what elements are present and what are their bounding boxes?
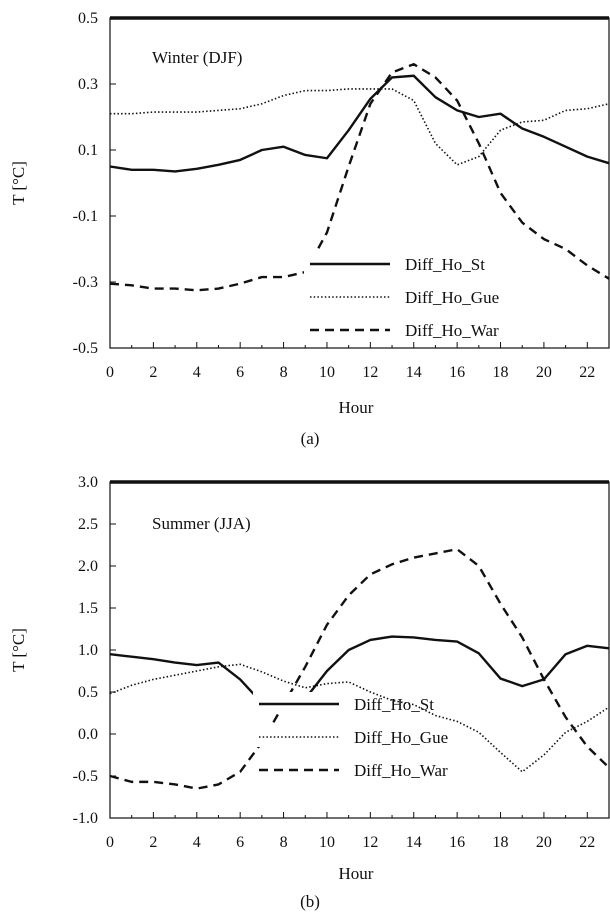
y-tick-label: -0.1 bbox=[73, 208, 98, 225]
legend-swatch-bg bbox=[253, 725, 347, 747]
y-tick-label: 2.0 bbox=[78, 558, 98, 575]
x-tick-label: 20 bbox=[536, 834, 552, 851]
series-line-diff-ho-gue bbox=[110, 88, 610, 166]
x-axis-label: Hour bbox=[339, 398, 374, 417]
legend-label: Diff_Ho_War bbox=[354, 761, 448, 780]
y-tick-label: -1.0 bbox=[73, 810, 98, 827]
x-tick-label: 16 bbox=[449, 834, 465, 851]
winter-chart-panel: 0.5 0.3 0.1 -0.1 -0.3 -0.5 0 2 4 6 8 10 12 14 16 18 20 22… bbox=[9, 10, 610, 448]
y-tick-label: 2.5 bbox=[78, 516, 98, 533]
legend-label: Diff_Ho_St bbox=[354, 695, 434, 714]
legend-swatch-bg bbox=[304, 318, 398, 340]
y-tick-label: 0.5 bbox=[78, 684, 98, 701]
series-line-diff-ho-st bbox=[109, 635, 610, 705]
y-tick-label: 1.5 bbox=[78, 600, 98, 617]
y-tick-label: 0.1 bbox=[78, 142, 98, 159]
legend-label: Diff_Ho_St bbox=[405, 255, 485, 274]
legend-swatch-bg bbox=[253, 758, 347, 780]
y-tick-label: 0.0 bbox=[78, 726, 98, 743]
x-tick-label: 6 bbox=[236, 364, 244, 381]
x-tick-label: 16 bbox=[449, 364, 465, 381]
x-tick-label: 10 bbox=[319, 834, 335, 851]
x-tick-label: 4 bbox=[193, 364, 201, 381]
y-tick-label: -0.3 bbox=[73, 274, 98, 291]
x-tick-label: 14 bbox=[406, 364, 422, 381]
panel-caption: (a) bbox=[301, 429, 320, 448]
x-tick-label: 18 bbox=[493, 834, 509, 851]
chart-title: Summer (JJA) bbox=[152, 514, 251, 533]
x-tick-label: 0 bbox=[106, 364, 114, 381]
legend-label: Diff_Ho_Gue bbox=[354, 728, 448, 747]
x-tick-label: 8 bbox=[280, 834, 288, 851]
legend-label: Diff_Ho_War bbox=[405, 321, 499, 340]
y-tick-label: 3.0 bbox=[78, 474, 98, 491]
x-tick-label: 18 bbox=[493, 364, 509, 381]
series-line-diff-ho-st bbox=[109, 74, 610, 173]
x-tick-label: 14 bbox=[406, 834, 422, 851]
y-tick-label: 1.0 bbox=[78, 642, 98, 659]
x-tick-label: 2 bbox=[149, 834, 157, 851]
x-tick-label: 6 bbox=[236, 834, 244, 851]
summer-chart-panel: 3.0 2.5 2.0 1.5 1.0 0.5 0.0 -0.5 -1.0 0 2 4 6 8 10 12 14… bbox=[9, 474, 610, 911]
y-tick-label: -0.5 bbox=[73, 340, 98, 357]
x-tick-label: 22 bbox=[579, 364, 595, 381]
x-tick-label: 8 bbox=[280, 364, 288, 381]
x-tick-label: 2 bbox=[149, 364, 157, 381]
x-tick-label: 12 bbox=[362, 834, 378, 851]
x-tick-label: 20 bbox=[536, 364, 552, 381]
legend-swatch-bg bbox=[304, 285, 398, 307]
y-tick-label: 0.3 bbox=[78, 76, 98, 93]
x-tick-label: 4 bbox=[193, 834, 201, 851]
x-tick-label: 12 bbox=[362, 364, 378, 381]
y-tick-label: -0.5 bbox=[73, 768, 98, 785]
x-tick-label: 22 bbox=[579, 834, 595, 851]
x-tick-label: 0 bbox=[106, 834, 114, 851]
y-axis-label: T [°C] bbox=[9, 161, 28, 205]
series-line-diff-ho-war bbox=[109, 63, 610, 292]
chart-title: Winter (DJF) bbox=[152, 48, 242, 67]
legend-label: Diff_Ho_Gue bbox=[405, 288, 499, 307]
y-axis-label: T [°C] bbox=[9, 628, 28, 672]
series-line-diff-ho-war bbox=[109, 548, 610, 790]
series-line-diff-ho-gue bbox=[109, 663, 610, 773]
y-tick-label: 0.5 bbox=[78, 10, 98, 27]
x-axis-label: Hour bbox=[339, 864, 374, 883]
x-tick-label: 10 bbox=[319, 364, 335, 381]
panel-caption: (b) bbox=[300, 892, 320, 911]
